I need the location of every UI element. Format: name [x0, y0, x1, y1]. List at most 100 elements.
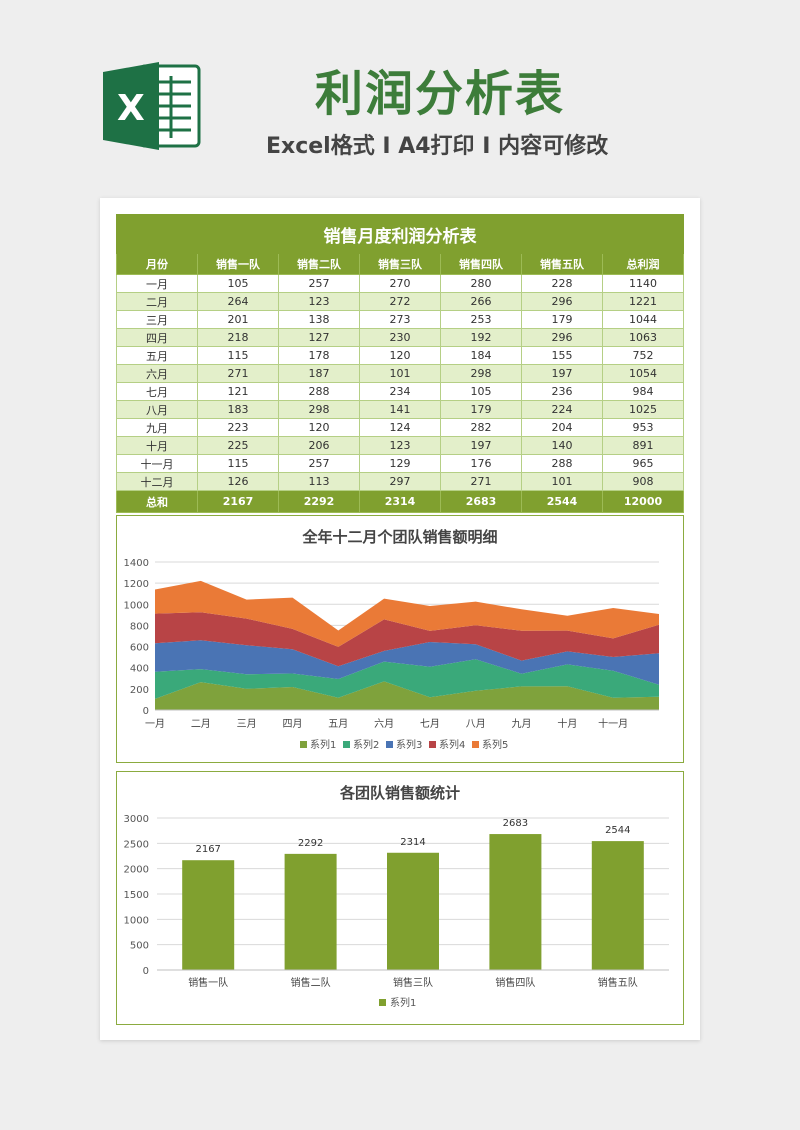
value-cell: 230: [359, 328, 441, 347]
y-tick-label: 1500: [124, 890, 149, 901]
legend-swatch: [386, 741, 393, 748]
x-tick-label: 六月: [374, 718, 394, 730]
y-tick-label: 500: [130, 941, 149, 952]
bar: [182, 860, 235, 970]
x-tick-label: 五月: [328, 718, 348, 730]
table-title: 销售月度利润分析表: [116, 214, 684, 254]
value-cell: 121: [197, 382, 279, 401]
table-row: 九月 223 120 124 282 204 953: [116, 418, 684, 437]
x-tick-label: 销售四队: [495, 976, 535, 989]
value-cell: 965: [602, 454, 684, 473]
table-row: 十一月 115 257 129 176 288 965: [116, 454, 684, 473]
value-cell: 105: [440, 382, 522, 401]
value-cell: 113: [278, 472, 360, 491]
value-cell: 1044: [602, 310, 684, 329]
value-cell: 236: [521, 382, 603, 401]
value-cell: 297: [359, 472, 441, 491]
x-tick-label: 九月: [512, 718, 532, 730]
area-series-1: [155, 681, 659, 710]
column-header: 销售二队: [278, 253, 360, 275]
value-cell: 204: [521, 418, 603, 437]
value-cell: 1054: [602, 364, 684, 383]
value-cell: 225: [197, 436, 279, 455]
value-cell: 179: [440, 400, 522, 419]
bar-data-label: 2544: [605, 825, 630, 836]
area-legend: 系列1 系列2 系列3 系列4 系列5: [300, 738, 508, 751]
x-tick-label: 销售二队: [291, 976, 331, 989]
bar-chart-panel: 各团队销售额统计 0 500 1000 1500 2000 2500 3000 2167 销售一…: [116, 771, 684, 1025]
legend-swatch: [379, 999, 386, 1006]
value-cell: 140: [521, 436, 603, 455]
table-header-row: 月份 销售一队 销售二队 销售三队 销售四队 销售五队 总利润: [116, 253, 684, 275]
x-tick-label: 销售五队: [598, 976, 638, 989]
value-cell: 187: [278, 364, 360, 383]
total-cell: 2683: [440, 490, 522, 513]
bar: [284, 853, 337, 970]
area-series-2: [155, 659, 659, 699]
x-tick-label: 八月: [466, 718, 486, 730]
month-cell: 六月: [116, 364, 198, 383]
value-cell: 288: [278, 382, 360, 401]
legend-swatch: [343, 741, 350, 748]
value-cell: 127: [278, 328, 360, 347]
table-row: 二月 264 123 272 266 296 1221: [116, 292, 684, 311]
page-title: 利润分析表: [314, 66, 565, 122]
value-cell: 183: [197, 400, 279, 419]
column-header: 销售五队: [521, 253, 603, 275]
value-cell: 124: [359, 418, 441, 437]
value-cell: 296: [521, 328, 603, 347]
legend-swatch: [300, 741, 307, 748]
value-cell: 115: [197, 346, 279, 365]
legend-label: 系列1: [310, 738, 336, 751]
value-cell: 1025: [602, 400, 684, 419]
legend-label: 系列5: [482, 738, 508, 751]
value-cell: 218: [197, 328, 279, 347]
area-chart: 0 200 400 600 800 1000 1200 1400 一月 二月 三月 四月 五月 六月 七月 八…: [124, 558, 659, 751]
table-row: 十二月 126 113 297 271 101 908: [116, 472, 684, 491]
x-tick-label: 二月: [191, 718, 211, 730]
value-cell: 115: [197, 454, 279, 473]
bar-chart-title: 各团队销售额统计: [339, 784, 460, 802]
value-cell: 273: [359, 310, 441, 329]
value-cell: 1140: [602, 274, 684, 293]
page-header: X 利润分析表 Excel格式 I A4打印 I 内容可修改: [0, 0, 800, 190]
value-cell: 105: [197, 274, 279, 293]
month-cell: 十月: [116, 436, 198, 455]
value-cell: 272: [359, 292, 441, 311]
bar-chart: 0 500 1000 1500 2000 2500 3000 2167 销售一队 2292 销售二队…: [124, 814, 669, 1009]
value-cell: 234: [359, 382, 441, 401]
value-cell: 984: [602, 382, 684, 401]
table-total-row: 总和 2167 2292 2314 2683 2544 12000: [116, 490, 684, 513]
x-tick-label: 销售一队: [188, 976, 228, 989]
y-tick-label: 1000: [124, 600, 149, 611]
month-cell: 一月: [116, 274, 198, 293]
y-tick-label: 600: [130, 643, 149, 654]
value-cell: 184: [440, 346, 522, 365]
area-chart-panel: 全年十二月个团队销售额明细 0 200 400 600 800 1000 1200 1400 一…: [116, 515, 684, 763]
column-header: 总利润: [602, 253, 684, 275]
column-header: 销售四队: [440, 253, 522, 275]
bar: [489, 834, 542, 970]
area-series-4: [155, 612, 659, 667]
x-tick-label: 十月: [557, 717, 577, 730]
table-row: 六月 271 187 101 298 197 1054: [116, 364, 684, 383]
value-cell: 296: [521, 292, 603, 311]
y-tick-label: 0: [143, 966, 149, 977]
month-cell: 十二月: [116, 472, 198, 491]
value-cell: 206: [278, 436, 360, 455]
x-tick-label: 七月: [420, 718, 440, 730]
y-tick-label: 400: [130, 664, 149, 675]
total-cell: 2167: [197, 490, 279, 513]
legend-label: 系列1: [390, 996, 416, 1009]
value-cell: 126: [197, 472, 279, 491]
value-cell: 298: [440, 364, 522, 383]
area-series-3: [155, 640, 659, 685]
value-cell: 752: [602, 346, 684, 365]
value-cell: 101: [359, 364, 441, 383]
legend-swatch: [472, 741, 479, 748]
value-cell: 271: [440, 472, 522, 491]
total-cell: 12000: [602, 490, 684, 513]
month-cell: 十一月: [116, 454, 198, 473]
value-cell: 891: [602, 436, 684, 455]
profit-table-container: 销售月度利润分析表 月份 销售一队 销售二队 销售三队 销售四队 销售五队 总利润 一月 105…: [116, 214, 684, 513]
